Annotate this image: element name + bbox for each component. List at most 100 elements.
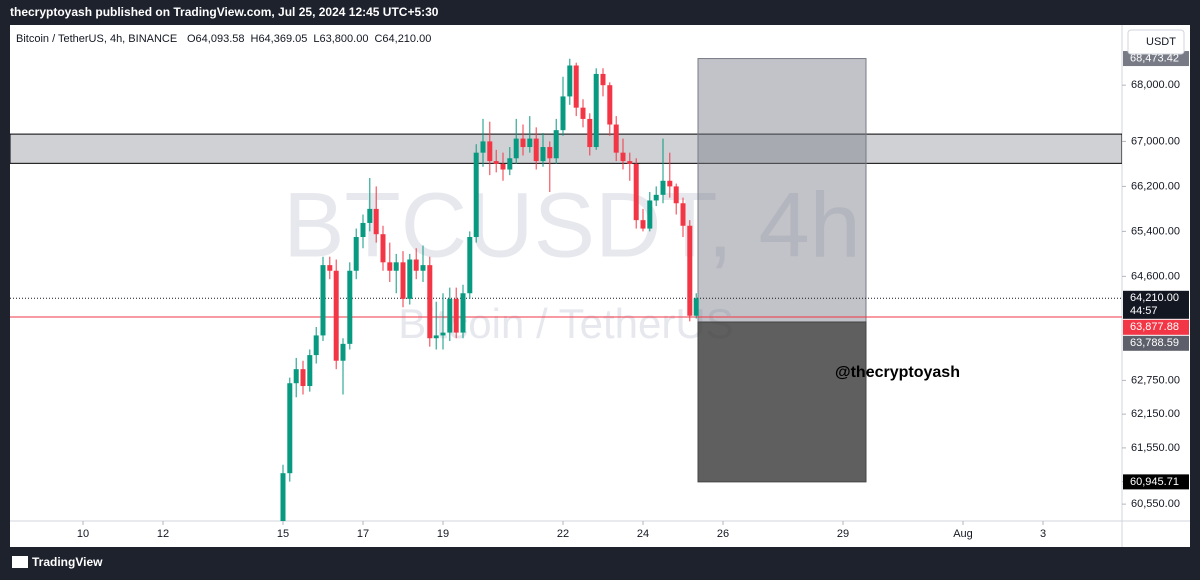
candle-body (693, 298, 699, 316)
price-label-box (1123, 474, 1189, 490)
candle-body (360, 222, 366, 238)
y-tick-label: 66,200.00 (1131, 180, 1180, 192)
candle-body (673, 186, 679, 204)
candle-body (600, 73, 606, 86)
candle-body (300, 369, 306, 387)
y-tick-label: 62,750.00 (1131, 374, 1180, 386)
x-tick-label: 10 (77, 528, 89, 540)
candle-body (680, 203, 686, 226)
candle-body (480, 141, 486, 153)
candle-body (567, 65, 573, 97)
candle-body (307, 355, 313, 387)
currency[interactable]: USDT (1146, 36, 1176, 48)
candle-body (440, 332, 446, 336)
candle-body (340, 343, 346, 361)
candle-body (467, 237, 473, 294)
candle-body (280, 473, 286, 521)
candle-body (413, 259, 419, 271)
candle-body (320, 265, 326, 336)
overlay: 68,000.00 67,000.00 66,200.00 65,400.00 64,6… (77, 51, 1189, 540)
candle-body (347, 270, 353, 344)
candle-body (373, 208, 379, 235)
candle-body (400, 262, 406, 299)
price-label: 60,945.71 (1130, 476, 1179, 488)
candle-body (493, 161, 499, 164)
price-label: 63,877.88 (1130, 321, 1179, 333)
candle-body (627, 161, 633, 164)
price-label: 64,210.00 (1130, 292, 1179, 304)
y-tick-label: 61,550.00 (1131, 442, 1180, 454)
candle-body (593, 73, 599, 148)
candle-body (393, 262, 399, 271)
candle-body (447, 298, 453, 333)
x-tick-label: 17 (357, 528, 369, 540)
candle-body (613, 124, 619, 153)
ohlc-value: O64,093.58 (187, 33, 245, 45)
ohlc-value: H64,369.05 (251, 33, 308, 45)
x-tick-label: 26 (717, 528, 729, 540)
candle-body (453, 298, 459, 333)
candle-body (527, 138, 533, 148)
candle-body (587, 118, 593, 148)
y-tick-label: 62,150.00 (1131, 408, 1180, 420)
x-tick-label: 22 (557, 528, 569, 540)
candle-body (313, 335, 319, 356)
candle-body (380, 234, 386, 263)
candle-body (427, 265, 433, 339)
currency-button[interactable] (1127, 29, 1185, 55)
x-tick-label: 19 (437, 528, 449, 540)
candle-body (667, 180, 673, 187)
candle-body (633, 163, 639, 221)
candle-body (460, 293, 466, 333)
candle-body (487, 141, 493, 162)
position-target (697, 58, 867, 323)
ohlc-legend: O64,093.58 H64,369.05 L63,800.00 C64,210.00 (187, 33, 431, 45)
candle-body (353, 237, 359, 271)
x-tick-label: 24 (637, 528, 649, 540)
x-tick-label: 3 (1040, 528, 1046, 540)
candle-body (560, 96, 566, 131)
candle-body (547, 147, 553, 159)
candle-body (540, 147, 546, 162)
zone (10, 133, 1122, 164)
ohlc-value: C64,210.00 (374, 33, 431, 45)
candle-body (333, 270, 339, 361)
price-label: 68,473.42 (1130, 52, 1179, 64)
price-label-box (1123, 290, 1189, 319)
candle-body (473, 152, 479, 238)
price-label-box (1123, 51, 1189, 67)
candle-body (433, 335, 439, 339)
y-tick-label: 60,550.00 (1131, 498, 1180, 510)
countdown: 44:57 (1130, 305, 1158, 317)
candle-body (553, 130, 559, 159)
annotation: @thecryptoyash (835, 364, 960, 381)
brand: TradingView (32, 555, 103, 569)
candle-body (573, 65, 579, 108)
candle-body (647, 200, 653, 229)
candle-body (520, 138, 526, 148)
x-tick-label: Aug (953, 528, 973, 540)
candle-body (513, 138, 519, 159)
x-tick-label: 29 (837, 528, 849, 540)
x-tick-label: 15 (277, 528, 289, 540)
candle-body (640, 220, 646, 229)
candle-body (687, 225, 693, 316)
candle-body (287, 383, 293, 474)
candle-body (387, 262, 393, 271)
y-tick-label: 67,000.00 (1131, 135, 1180, 147)
candle-body (367, 208, 373, 223)
price-label-box (1123, 319, 1189, 335)
price-label-box (1123, 335, 1189, 351)
brand-logo (12, 556, 28, 568)
candle-body (580, 107, 586, 119)
chart-title: Bitcoin / TetherUS, 4h, BINANCE (16, 33, 177, 45)
ohlc-value: L63,800.00 (313, 33, 368, 45)
candle-body (607, 85, 613, 125)
candle-body (620, 152, 626, 162)
y-tick-label: 64,600.00 (1131, 270, 1180, 282)
y-tick-label: 68,000.00 (1131, 79, 1180, 91)
candle-body (407, 259, 413, 299)
position-stop (697, 321, 867, 483)
publisher: thecryptoyash published on TradingView.c… (10, 5, 439, 19)
